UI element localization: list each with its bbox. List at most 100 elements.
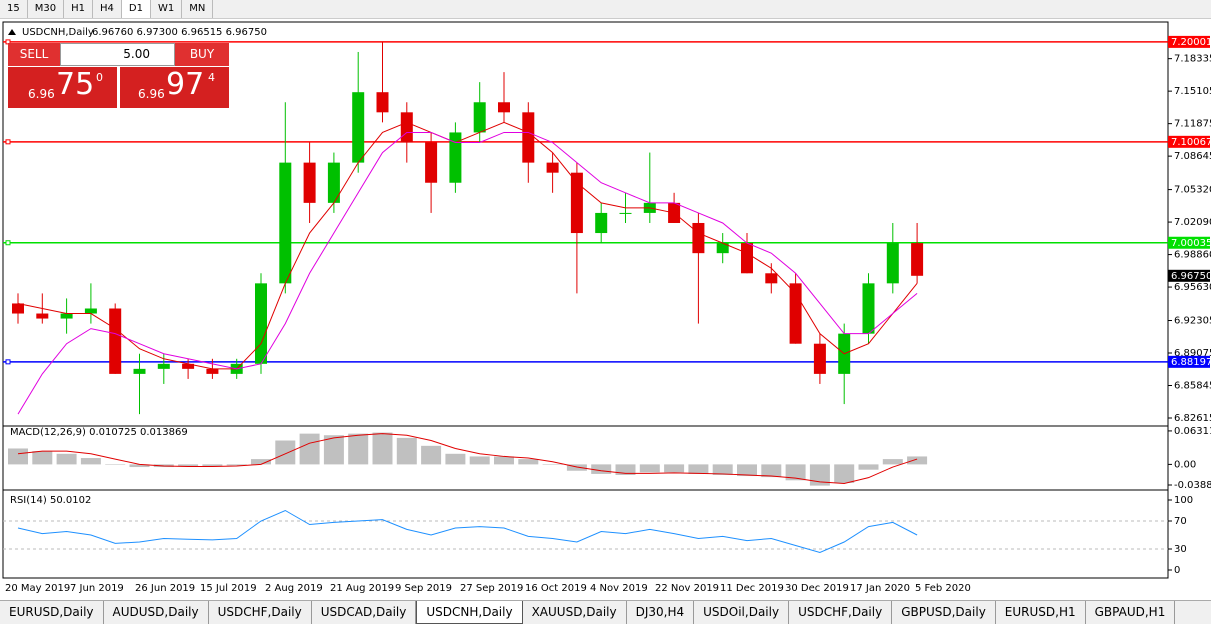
candle-body <box>741 243 753 274</box>
macd-bar <box>251 459 271 465</box>
macd-bar <box>542 464 563 465</box>
chart-tabs: EURUSD,Daily AUDUSD,Daily USDCHF,Daily USDC… <box>0 600 1211 624</box>
level-label-bg <box>1168 35 1210 48</box>
macd-bar <box>639 464 660 473</box>
candle-body <box>425 142 438 183</box>
candle-body <box>206 368 219 374</box>
candle-body <box>327 162 340 203</box>
timeframe-button[interactable]: 15 <box>0 0 28 18</box>
timeframe-toolbar: 15 M30 H1 H4 D1 W1 MN <box>0 0 1211 19</box>
x-tick-label: 26 Jun 2019 <box>135 583 195 594</box>
candle-body <box>473 102 486 133</box>
candle-body <box>886 243 899 284</box>
chart-tab[interactable]: USDCHF,Daily <box>209 601 312 624</box>
macd-bar <box>396 437 417 465</box>
ask-big: 6.96 <box>138 87 165 101</box>
level-label-bg <box>1168 236 1210 249</box>
macd-bar <box>664 464 685 473</box>
candle-body <box>36 313 49 319</box>
y-tick-label: 7.08645 <box>1174 151 1211 162</box>
macd-bar <box>834 464 855 483</box>
chart-tab[interactable]: DJ30,H4 <box>627 601 695 624</box>
y-tick-label: 6.95630 <box>1174 282 1211 293</box>
chart-tab[interactable]: USDCAD,Daily <box>312 601 417 624</box>
timeframe-button[interactable]: D1 <box>121 0 151 18</box>
chart-title: USDCNH,Daily <box>22 27 94 38</box>
level-label: 7.20001 <box>1171 37 1211 48</box>
candle-body <box>522 112 535 163</box>
macd-bar <box>8 448 28 465</box>
chart-tab[interactable]: AUDUSD,Daily <box>104 601 209 624</box>
x-tick-label: 5 Feb 2020 <box>915 583 971 594</box>
buy-button[interactable]: BUY <box>175 43 229 66</box>
macd-bar <box>323 435 344 465</box>
macd-bar <box>494 456 514 465</box>
timeframe-button[interactable]: W1 <box>151 0 183 18</box>
y-tick-label: 6.85845 <box>1174 381 1211 392</box>
macd-bar <box>275 440 296 465</box>
candle-body <box>911 243 924 276</box>
timeframe-button[interactable]: H1 <box>64 0 93 18</box>
y-tick-label: -0.038872 <box>1174 480 1211 491</box>
y-tick-label: 0 <box>1174 565 1180 576</box>
candle-body <box>862 283 875 334</box>
x-tick-label: 4 Nov 2019 <box>590 583 648 594</box>
candle-body <box>619 212 632 214</box>
ask-point: 4 <box>208 71 215 84</box>
y-tick-label: 100 <box>1174 495 1193 506</box>
level-label: 7.00035 <box>1171 238 1211 249</box>
sell-button[interactable]: SELL <box>8 43 60 66</box>
macd-bar <box>591 464 612 474</box>
x-tick-label: 15 Jul 2019 <box>200 583 257 594</box>
y-tick-label: 6.92305 <box>1174 316 1211 327</box>
macd-bar <box>566 464 587 471</box>
x-tick-label: 17 Jan 2020 <box>850 583 910 594</box>
candle-body <box>376 92 389 113</box>
chart-tab[interactable]: EURUSD,Daily <box>0 601 104 624</box>
chart-tab[interactable]: USDOil,Daily <box>694 601 790 624</box>
chart-tab[interactable]: XAUUSD,Daily <box>523 601 627 624</box>
level-label-bg <box>1168 135 1210 148</box>
candle-body <box>595 212 608 234</box>
x-tick-label: 7 Jun 2019 <box>70 583 124 594</box>
timeframe-button[interactable]: MN <box>182 0 214 18</box>
macd-bar <box>737 464 757 477</box>
level-label-bg <box>1168 355 1210 368</box>
x-tick-label: 27 Sep 2019 <box>460 583 523 594</box>
chart-tab[interactable]: EURUSD,H1 <box>996 601 1086 624</box>
bid-point: 0 <box>96 71 103 84</box>
rsi-line <box>17 509 918 554</box>
chart-tab[interactable]: GBPUSD,Daily <box>892 601 996 624</box>
level-handle <box>5 240 11 246</box>
level-handle <box>5 359 11 365</box>
chart-tab[interactable]: USDCNH,Daily <box>416 601 523 624</box>
lots-input[interactable]: 5.00 <box>60 43 175 66</box>
macd-bar <box>299 433 320 465</box>
y-tick-label: 7.18335 <box>1174 54 1211 65</box>
moving-average <box>17 131 918 415</box>
y-tick-label: 7.02090 <box>1174 217 1211 228</box>
rsi-label: RSI(14) 50.0102 <box>10 495 91 506</box>
ask-pips: 97 <box>166 67 205 102</box>
candle-body <box>60 313 73 319</box>
collapse-icon[interactable] <box>8 29 16 35</box>
chart-tab[interactable]: USDCHF,Daily <box>789 601 893 624</box>
moving-average <box>17 121 918 370</box>
macd-bar <box>469 456 490 465</box>
bid-box[interactable]: 6.96 75 0 <box>8 67 117 108</box>
macd-bar <box>32 451 53 465</box>
macd-bar <box>372 432 393 465</box>
macd-bar <box>858 464 879 470</box>
timeframe-button[interactable]: H4 <box>93 0 122 18</box>
macd-bar <box>809 464 830 486</box>
y-tick-label: 7.05320 <box>1174 185 1211 196</box>
ask-box[interactable]: 6.96 97 4 <box>120 67 229 108</box>
timeframe-button[interactable]: M30 <box>28 0 65 18</box>
current-price-bg <box>1168 269 1210 282</box>
x-tick-label: 11 Dec 2019 <box>720 583 784 594</box>
macd-label: MACD(12,26,9) 0.010725 0.013869 <box>10 427 188 438</box>
chart-tab[interactable]: GBPAUD,H1 <box>1086 601 1176 624</box>
chart: USDCNH,Daily 6.96760 6.97300 6.96515 6.9… <box>2 21 1211 594</box>
ohlc-readout: 6.96760 6.97300 6.96515 6.96750 <box>92 27 267 38</box>
